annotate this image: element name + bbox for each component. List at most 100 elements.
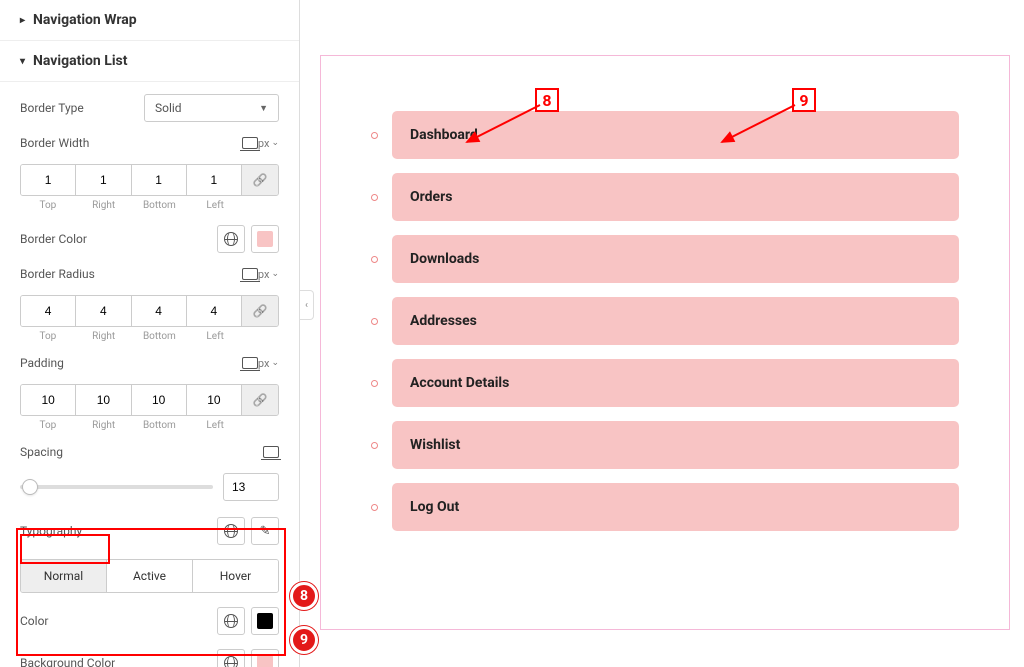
- control-text-color: Color: [20, 607, 279, 635]
- list-bullet-icon: [371, 132, 378, 139]
- global-color-button[interactable]: [217, 225, 245, 253]
- link-values-button[interactable]: [242, 165, 278, 195]
- global-typography-button[interactable]: [217, 517, 245, 545]
- device-icon[interactable]: [242, 268, 258, 280]
- slider-thumb[interactable]: [22, 479, 38, 495]
- annotation-badge-8: 8: [290, 582, 318, 610]
- label-border-color: Border Color: [20, 232, 217, 246]
- control-padding-header: Padding px: [20, 356, 279, 370]
- border-radius-top[interactable]: [21, 296, 76, 326]
- unit-select[interactable]: px: [258, 357, 279, 370]
- dim-label: Top: [20, 200, 76, 211]
- navigation-list: Dashboard Orders Downloads Addresses Account…: [321, 56, 1009, 531]
- link-values-button[interactable]: [242, 296, 278, 326]
- control-border-width-header: Border Width px: [20, 136, 279, 150]
- nav-link[interactable]: Log Out: [392, 483, 959, 531]
- padding-top[interactable]: [21, 385, 76, 415]
- section-body: Border Type Solid ▼ Border Width px Top …: [0, 82, 299, 667]
- dim-label: Top: [20, 420, 76, 431]
- list-bullet-icon: [371, 318, 378, 325]
- swatch: [257, 613, 273, 629]
- padding-right[interactable]: [76, 385, 131, 415]
- border-radius-left[interactable]: [187, 296, 242, 326]
- border-radius-bottom[interactable]: [132, 296, 187, 326]
- tab-active[interactable]: Active: [107, 560, 193, 592]
- list-item: Log Out: [371, 483, 959, 531]
- dim-label: Top: [20, 331, 76, 342]
- swatch: [257, 231, 273, 247]
- control-border-color: Border Color: [20, 225, 279, 253]
- annotation-box-9: 9: [792, 88, 816, 112]
- select-value: Solid: [155, 101, 182, 115]
- list-item: Dashboard: [371, 111, 959, 159]
- preview-canvas: Dashboard Orders Downloads Addresses Account…: [320, 55, 1010, 630]
- section-navigation-wrap[interactable]: Navigation Wrap: [0, 0, 299, 41]
- border-color-swatch[interactable]: [251, 225, 279, 253]
- select-border-type[interactable]: Solid ▼: [144, 94, 279, 122]
- nav-link[interactable]: Account Details: [392, 359, 959, 407]
- list-item: Downloads: [371, 235, 959, 283]
- nav-link[interactable]: Downloads: [392, 235, 959, 283]
- nav-link[interactable]: Dashboard: [392, 111, 959, 159]
- globe-icon: [224, 232, 238, 246]
- device-icon[interactable]: [242, 137, 258, 149]
- nav-link[interactable]: Addresses: [392, 297, 959, 345]
- bg-color-swatch[interactable]: [251, 649, 279, 667]
- dim-label: Right: [76, 420, 132, 431]
- label-border-width: Border Width: [20, 136, 242, 150]
- dim-label: Bottom: [132, 420, 188, 431]
- padding-bottom[interactable]: [132, 385, 187, 415]
- border-width-right[interactable]: [76, 165, 131, 195]
- border-width-top[interactable]: [21, 165, 76, 195]
- list-item: Account Details: [371, 359, 959, 407]
- nav-link[interactable]: Orders: [392, 173, 959, 221]
- control-border-type: Border Type Solid ▼: [20, 94, 279, 122]
- unit-select[interactable]: px: [258, 137, 279, 150]
- border-radius-inputs: [20, 295, 279, 327]
- dim-label: Bottom: [132, 200, 188, 211]
- label-bg-color: Background Color: [20, 656, 217, 667]
- spacing-slider[interactable]: [20, 485, 213, 489]
- dim-labels: Top Right Bottom Left: [20, 200, 279, 211]
- dim-labels: Top Right Bottom Left: [20, 331, 279, 342]
- unit-select[interactable]: px: [258, 268, 279, 281]
- annotation-box-8: 8: [535, 88, 559, 112]
- dim-label: Left: [187, 331, 243, 342]
- label-spacing: Spacing: [20, 445, 263, 459]
- state-tabs: Normal Active Hover: [20, 559, 279, 593]
- nav-link[interactable]: Wishlist: [392, 421, 959, 469]
- label-border-radius: Border Radius: [20, 267, 242, 281]
- pencil-icon: [260, 524, 271, 539]
- link-values-button[interactable]: [242, 385, 278, 415]
- global-color-button[interactable]: [217, 607, 245, 635]
- dim-label: Bottom: [132, 331, 188, 342]
- section-navigation-list[interactable]: Navigation List: [0, 41, 299, 82]
- list-bullet-icon: [371, 380, 378, 387]
- tab-hover[interactable]: Hover: [193, 560, 278, 592]
- device-icon[interactable]: [263, 446, 279, 458]
- label-border-type: Border Type: [20, 101, 144, 115]
- text-color-swatch[interactable]: [251, 607, 279, 635]
- label-padding: Padding: [20, 356, 242, 370]
- control-bg-color: Background Color: [20, 649, 279, 667]
- border-width-bottom[interactable]: [132, 165, 187, 195]
- border-width-left[interactable]: [187, 165, 242, 195]
- device-icon[interactable]: [242, 357, 258, 369]
- dim-label: Right: [76, 200, 132, 211]
- border-radius-right[interactable]: [76, 296, 131, 326]
- global-color-button[interactable]: [217, 649, 245, 667]
- section-title: Navigation List: [33, 53, 127, 69]
- collapse-sidebar-handle[interactable]: ‹: [300, 290, 314, 320]
- list-item: Orders: [371, 173, 959, 221]
- globe-icon: [224, 524, 238, 538]
- style-sidebar: Navigation Wrap Navigation List Border T…: [0, 0, 300, 667]
- border-width-inputs: [20, 164, 279, 196]
- caret-down-icon: ▼: [259, 103, 268, 114]
- list-item: Addresses: [371, 297, 959, 345]
- edit-typography-button[interactable]: [251, 517, 279, 545]
- spacing-value[interactable]: [223, 473, 279, 501]
- padding-left[interactable]: [187, 385, 242, 415]
- list-item: Wishlist: [371, 421, 959, 469]
- dim-labels: Top Right Bottom Left: [20, 420, 279, 431]
- tab-normal[interactable]: Normal: [21, 560, 107, 592]
